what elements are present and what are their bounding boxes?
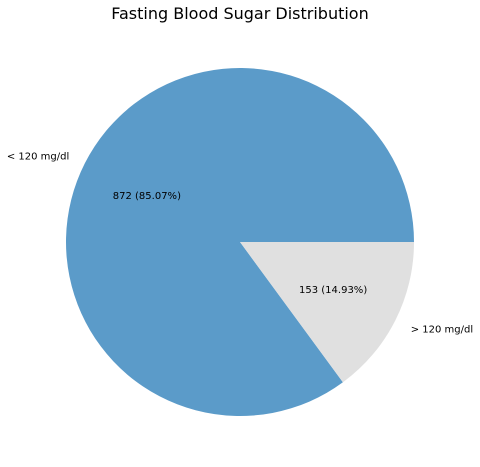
slice-category-label-0: < 120 mg/dl <box>7 151 69 162</box>
slice-value-label-1: 153 (14.93%) <box>299 285 367 296</box>
pie-slices <box>66 67 415 416</box>
slice-value-label-0: 872 (85.07%) <box>113 191 181 202</box>
slice-category-label-1: > 120 mg/dl <box>411 325 473 336</box>
pie-slice-1 <box>240 242 414 383</box>
chart-title: Fasting Blood Sugar Distribution <box>111 4 368 23</box>
pie-slice-0 <box>66 67 415 416</box>
pie-labels: < 120 mg/dl 872 (85.07%) > 120 mg/dl 153 (1… <box>7 151 473 335</box>
